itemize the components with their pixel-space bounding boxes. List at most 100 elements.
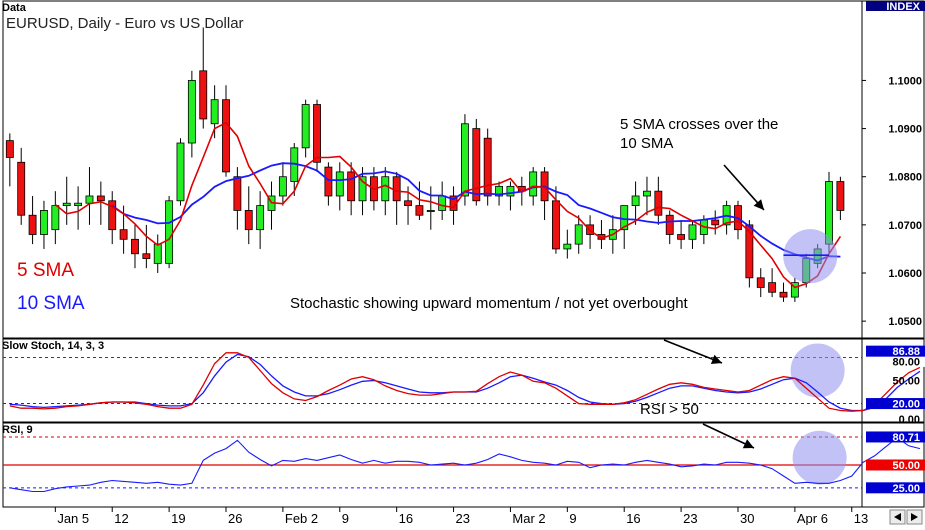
stoch-label-20-bg xyxy=(866,398,925,410)
date-tick-label: Mar 2 xyxy=(512,511,545,525)
bearish-candle xyxy=(483,137,492,197)
date-tick-label: 16 xyxy=(626,511,640,525)
bearish-candle xyxy=(415,205,424,216)
date-tick-label: 30 xyxy=(740,511,754,525)
bearish-candle xyxy=(779,291,788,298)
date-tick-label: 13 xyxy=(854,511,868,525)
legend-10-sma: 10 SMA xyxy=(17,293,85,314)
arrow-rsi-head xyxy=(742,439,754,449)
price-panel-frame xyxy=(2,0,925,339)
stoch-label-50: 50.00 xyxy=(892,376,920,388)
bearish-candle xyxy=(665,214,674,235)
stoch-label-80-behind: 80.00 xyxy=(892,356,920,368)
panel-title-data: Data xyxy=(2,2,27,14)
stoch-label-20: 20.00 xyxy=(892,399,920,411)
bullish-candle xyxy=(74,202,83,207)
bullish-candle xyxy=(563,243,572,250)
bearish-candle xyxy=(768,282,777,293)
date-tick-label: Apr 6 xyxy=(797,511,828,525)
bearish-candle xyxy=(96,195,105,202)
price-tick-label: 1.0600 xyxy=(888,268,922,280)
date-tick-label: 23 xyxy=(456,511,470,525)
bearish-candle xyxy=(199,70,208,120)
annotation-crossover-2: 10 SMA xyxy=(620,135,673,152)
stoch-label-80-behind-bg xyxy=(866,355,925,367)
date-tick-label: 16 xyxy=(399,511,413,525)
date-tick-label: Jan 5 xyxy=(57,511,89,525)
bullish-candle xyxy=(358,176,367,202)
sma-10-line xyxy=(111,162,841,262)
bearish-candle xyxy=(836,181,845,211)
bullish-candle xyxy=(574,224,583,245)
legend-5-sma: 5 SMA xyxy=(17,260,74,281)
date-tick-label: 9 xyxy=(342,511,349,525)
bullish-candle xyxy=(506,185,515,197)
scale-title-tag: INDEX xyxy=(886,1,920,13)
rsi-current-value-bg xyxy=(866,431,925,443)
stoch-highlight xyxy=(790,343,845,398)
bearish-candle xyxy=(324,166,333,197)
arrow-stochastic-head xyxy=(710,354,722,364)
rsi-label-50: 50.00 xyxy=(892,460,920,472)
scroll-right-icon xyxy=(911,513,918,521)
bearish-candle xyxy=(244,210,253,231)
bearish-candle xyxy=(222,99,230,173)
stoch-label-0: 0.00 xyxy=(899,414,920,426)
date-tick-label: 26 xyxy=(228,511,242,525)
date-tick-label: 12 xyxy=(114,511,128,525)
scroll-left-button[interactable] xyxy=(889,509,906,525)
scale-title-tag-bg xyxy=(866,1,925,11)
bullish-candle xyxy=(165,200,174,264)
bullish-candle xyxy=(688,224,697,240)
crossover-highlight xyxy=(783,229,838,284)
bullish-candle xyxy=(210,99,219,125)
rsi-current-value: 80.71 xyxy=(892,432,920,444)
rsi-label-25: 25.00 xyxy=(892,483,920,495)
date-axis: Jan 5 12 19 26 Feb 2 9 16 23 Mar 2 9 16 23 30 Apr 6 13 xyxy=(54,507,923,526)
chart-title: EURUSD, Daily - Euro vs US Dollar xyxy=(6,15,244,32)
rsi-highlight xyxy=(792,430,847,485)
bullish-candle xyxy=(51,205,60,231)
bullish-candle xyxy=(278,176,287,197)
bearish-candle xyxy=(142,253,151,259)
date-tick-label: Feb 2 xyxy=(285,511,318,525)
bearish-candle xyxy=(28,214,37,235)
bearish-candle xyxy=(711,219,720,226)
bearish-candle xyxy=(677,234,686,240)
bearish-candle xyxy=(404,200,412,207)
bearish-candle xyxy=(756,277,765,288)
bullish-candle xyxy=(187,80,196,144)
arrow-crossover xyxy=(723,164,765,211)
arrow-stochastic xyxy=(663,339,723,364)
scroll-left-icon xyxy=(894,513,901,521)
bearish-candle xyxy=(347,171,356,202)
price-tick-label: 1.0700 xyxy=(888,220,922,232)
bearish-candle xyxy=(131,238,139,255)
bullish-candle xyxy=(790,282,799,298)
bearish-candle xyxy=(17,161,26,216)
bearish-candle xyxy=(654,190,663,216)
annotation-rsi: RSI > 50 xyxy=(640,401,699,418)
stoch-current-value-bg xyxy=(866,345,925,357)
stoch-k-line xyxy=(9,352,921,412)
annotation-crossover-1: 5 SMA crosses over the xyxy=(620,116,778,133)
bullish-candle xyxy=(495,185,503,197)
date-tick-label: 9 xyxy=(569,511,576,525)
scroll-right-button[interactable] xyxy=(906,509,923,525)
bullish-candle xyxy=(643,190,651,197)
panel-title-stochastic: Slow Stoch, 14, 3, 3 xyxy=(2,340,104,352)
bearish-candle xyxy=(552,200,560,250)
bullish-candle xyxy=(529,171,538,197)
date-tick-label: 23 xyxy=(683,511,697,525)
rsi-label-25-bg xyxy=(866,482,925,494)
panel-title-rsi: RSI, 9 xyxy=(2,424,33,436)
sma-5-line xyxy=(54,121,842,289)
bullish-candle xyxy=(301,104,310,149)
price-tick-label: 1.0800 xyxy=(888,172,922,184)
bearish-candle xyxy=(392,176,401,202)
bullish-candle xyxy=(153,243,162,264)
price-panel: 1.1000 1.0900 1.0800 1.0700 1.0600 1.0500 INDE… xyxy=(2,0,925,339)
